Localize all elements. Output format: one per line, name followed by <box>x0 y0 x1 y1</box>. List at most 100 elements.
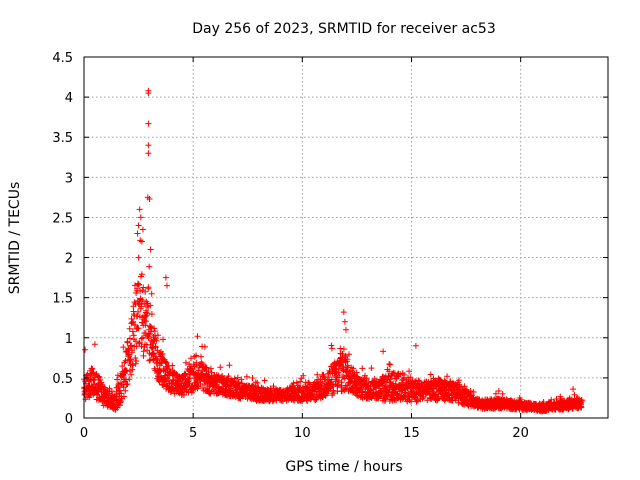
data-point <box>198 353 204 360</box>
data-point <box>342 352 349 359</box>
data-point <box>194 333 201 340</box>
data-point <box>346 351 352 358</box>
data-point <box>160 336 166 343</box>
data-point <box>128 371 135 378</box>
data-point <box>135 325 142 332</box>
data-point <box>142 288 149 295</box>
data-point <box>145 120 152 127</box>
data-point <box>138 271 145 278</box>
data-point <box>128 356 134 363</box>
data-point <box>143 318 150 325</box>
data-point <box>407 374 414 381</box>
y-tick-label: 1 <box>65 332 73 347</box>
data-point <box>382 396 389 403</box>
data-point <box>337 362 344 369</box>
data-point <box>368 365 375 372</box>
data-point <box>413 398 420 405</box>
data-point <box>119 363 126 370</box>
data-point <box>193 352 200 359</box>
data-point <box>108 388 115 395</box>
data-point <box>495 388 502 394</box>
y-tick-label: 2 <box>65 252 73 267</box>
y-tick-label: 0.5 <box>52 372 73 387</box>
data-point <box>401 371 408 378</box>
data-point <box>300 372 307 379</box>
data-point <box>145 142 152 149</box>
data-point <box>408 398 415 405</box>
data-point <box>226 362 233 369</box>
data-point <box>297 378 304 385</box>
data-point <box>261 377 268 384</box>
x-tick-label: 10 <box>294 426 311 441</box>
data-point <box>412 342 419 349</box>
data-point <box>198 359 205 366</box>
data-point <box>392 381 399 387</box>
data-point <box>135 254 142 261</box>
data-point <box>124 381 131 387</box>
data-point <box>88 365 95 372</box>
data-point <box>147 246 154 253</box>
data-point <box>154 332 161 339</box>
data-point <box>147 302 154 309</box>
data-point <box>387 361 394 368</box>
axis-ticks: 0 5 10 15 20 0 0.5 1 1.5 2 2.5 3 3.5 4 4.5 <box>52 51 608 441</box>
data-point <box>126 345 132 352</box>
data-point <box>199 370 206 377</box>
data-point <box>140 334 146 341</box>
data-point <box>314 371 321 378</box>
data-point <box>330 390 337 397</box>
data-point <box>191 353 198 360</box>
x-tick-label: 0 <box>80 426 88 441</box>
data-point <box>254 379 261 386</box>
data-point <box>152 344 159 351</box>
data-point <box>146 263 153 270</box>
data-point <box>129 347 136 354</box>
data-point <box>355 393 362 400</box>
data-point <box>578 404 585 411</box>
y-tick-label: 4.5 <box>52 51 73 66</box>
data-point <box>146 196 153 202</box>
plot-frame <box>83 56 609 419</box>
y-tick-label: 4 <box>65 91 73 106</box>
data-point <box>415 377 422 384</box>
data-point <box>135 308 142 315</box>
x-tick-label: 20 <box>512 426 529 441</box>
data-point <box>117 387 123 394</box>
data-point <box>148 311 155 318</box>
data-point <box>95 373 102 380</box>
data-point <box>225 373 232 380</box>
data-point <box>134 313 141 319</box>
data-point <box>203 364 210 371</box>
data-point <box>138 343 145 350</box>
data-point <box>193 359 200 366</box>
y-tick-label: 0 <box>65 412 73 427</box>
data-point <box>134 230 141 237</box>
data-point <box>492 390 499 397</box>
data-point <box>148 290 155 297</box>
data-point <box>140 348 147 355</box>
data-point <box>159 350 166 357</box>
data-point <box>132 338 139 345</box>
data-point <box>340 309 347 316</box>
data-point <box>138 335 145 342</box>
y-tick-label: 3.5 <box>52 131 73 146</box>
data-point <box>380 348 387 355</box>
data-point <box>335 365 342 372</box>
data-point <box>231 375 238 382</box>
data-point <box>126 325 133 332</box>
data-point <box>120 393 127 400</box>
data-point <box>341 318 348 325</box>
data-point <box>270 383 277 390</box>
data-point <box>136 282 142 288</box>
data-point <box>578 397 585 404</box>
data-point <box>129 366 136 373</box>
data-point <box>467 388 474 394</box>
data-point <box>182 359 189 366</box>
data-point <box>197 380 204 387</box>
data-point <box>363 382 370 389</box>
data-point <box>162 274 169 281</box>
data-point <box>82 346 89 353</box>
data-point <box>359 365 366 372</box>
data-point <box>113 396 119 403</box>
